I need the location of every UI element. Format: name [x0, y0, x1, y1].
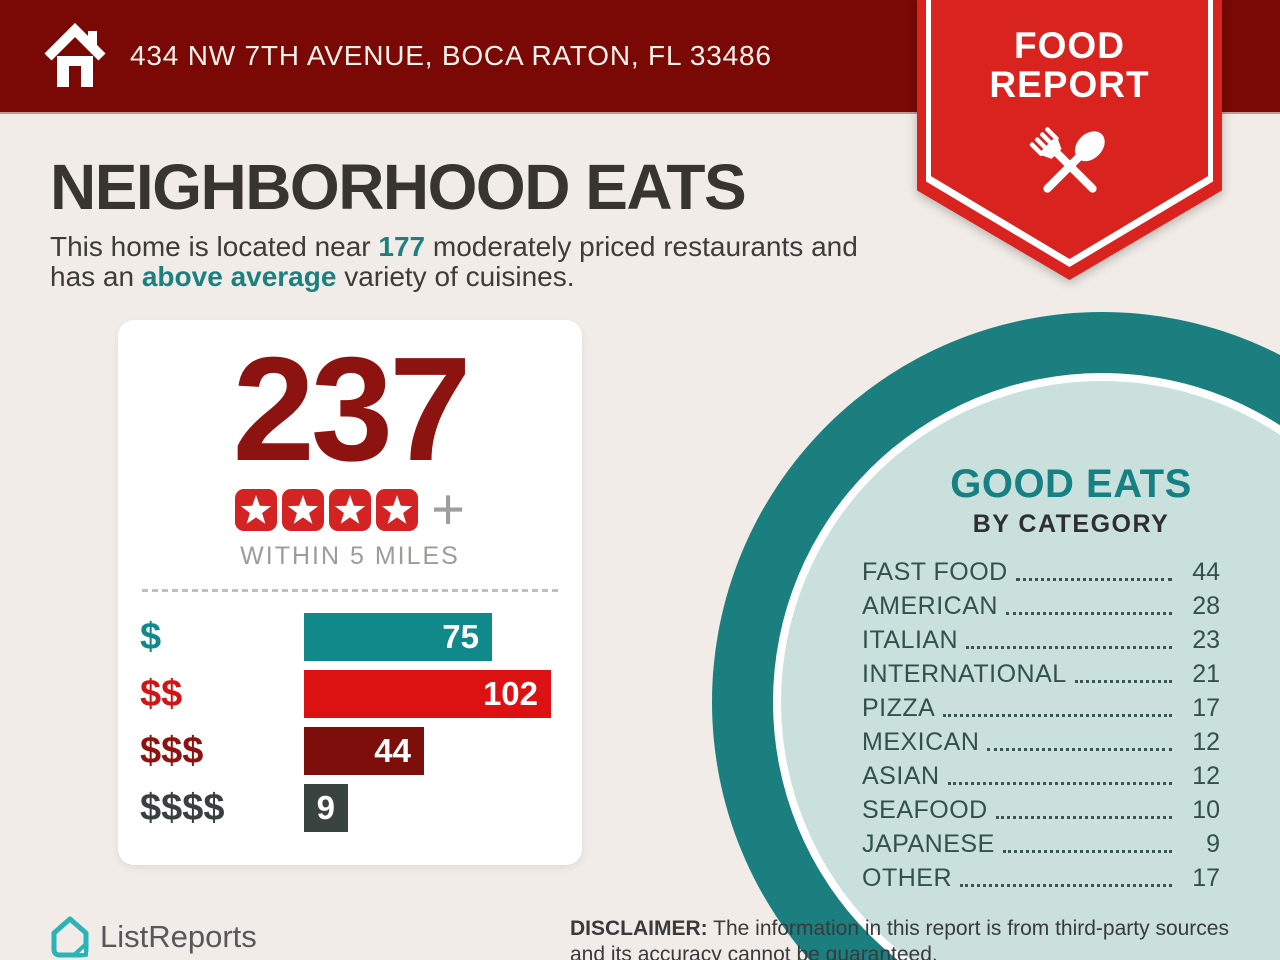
price-level-bar: 44: [304, 727, 424, 775]
category-row: FAST FOOD 44: [862, 553, 1220, 587]
disclaimer: DISCLAIMER: The information in this repo…: [570, 916, 1230, 960]
plus-sign: +: [431, 477, 465, 542]
category-row: OTHER 17: [862, 859, 1220, 893]
intro-part1: This home is located near: [50, 231, 379, 262]
property-address: 434 NW 7TH AVENUE, BOCA RATON, FL 33486: [130, 40, 772, 71]
category-label: PIZZA: [862, 694, 936, 722]
category-value: 23: [1192, 626, 1220, 654]
dotted-leader: [1015, 578, 1172, 581]
category-value: 28: [1192, 592, 1220, 620]
category-value: 17: [1192, 694, 1220, 722]
dotted-leader: [947, 782, 1172, 785]
intro-part3: variety of cuisines.: [336, 261, 575, 292]
category-label: ITALIAN: [862, 626, 959, 654]
ribbon-title-line1: FOOD: [1014, 25, 1125, 66]
food-report-ribbon: FOOD REPORT: [917, 0, 1222, 280]
price-level-label: $$: [140, 672, 183, 715]
price-level-label: $$$$: [140, 786, 225, 829]
category-row: JAPANESE 9: [862, 825, 1220, 859]
category-label: INTERNATIONAL: [862, 660, 1067, 688]
dotted-leader: [1074, 680, 1172, 683]
restaurant-count: 237: [232, 327, 472, 492]
category-row: PIZZA 17: [862, 689, 1220, 723]
price-level-bar: 75: [304, 613, 492, 661]
listreports-wordmark: ListReports: [100, 919, 257, 954]
category-value: 10: [1192, 796, 1220, 824]
category-value: 12: [1192, 762, 1220, 790]
category-row: ITALIAN 23: [862, 621, 1220, 655]
ribbon-title: FOOD REPORT: [917, 26, 1222, 104]
star-icon: [282, 489, 325, 531]
page-title: NEIGHBORHOOD EATS: [50, 151, 747, 223]
category-value: 21: [1192, 660, 1220, 688]
category-label: ASIAN: [862, 762, 940, 790]
disclaimer-text: The information in this report is from t…: [570, 917, 1229, 960]
category-label: MEXICAN: [862, 728, 980, 756]
category-label: JAPANESE: [862, 830, 995, 858]
category-row: AMERICAN 28: [862, 587, 1220, 621]
ribbon-title-line2: REPORT: [989, 64, 1150, 105]
category-label: FAST FOOD: [862, 558, 1008, 586]
price-level-value: 75: [442, 618, 479, 655]
dotted-leader: [943, 714, 1172, 717]
category-value: 17: [1192, 864, 1220, 892]
intro-text: This home is located near 177 moderately…: [50, 232, 900, 292]
good-eats-title: GOOD EATS: [950, 462, 1192, 506]
radius-caption: WITHIN 5 MILES: [240, 542, 460, 570]
good-eats-subtitle: BY CATEGORY: [972, 510, 1170, 538]
star-icon: [235, 489, 278, 531]
category-list: FAST FOOD 44 AMERICAN 28 ITALIAN 23 INTERNATIO…: [862, 553, 1220, 893]
dotted-leader: [1005, 612, 1172, 615]
category-value: 12: [1192, 728, 1220, 756]
dashed-divider: [142, 589, 558, 592]
price-level-bar: 102: [304, 670, 551, 718]
star-icon: [329, 489, 372, 531]
category-value: 9: [1206, 830, 1220, 858]
price-level-value: 102: [482, 675, 538, 712]
price-level-label: $$$: [140, 729, 204, 772]
dotted-leader: [987, 748, 1172, 751]
price-bar-row: $75: [118, 613, 582, 661]
price-level-bar: 9: [304, 784, 348, 832]
category-row: ASIAN 12: [862, 757, 1220, 791]
disclaimer-label: DISCLAIMER:: [570, 917, 708, 940]
listreports-logo: ListReports: [50, 915, 257, 959]
dotted-leader: [1002, 850, 1172, 853]
star-icon: [376, 489, 419, 531]
dotted-leader: [966, 646, 1172, 649]
listreports-house-icon: [51, 916, 89, 958]
price-level-label: $: [140, 615, 162, 658]
category-label: AMERICAN: [862, 592, 998, 620]
good-eats-heading: GOOD EATS BY CATEGORY: [881, 462, 1261, 539]
ribbon-content: FOOD REPORT: [917, 0, 1222, 280]
price-level-bar-chart: $75 $$ 102 $$$ 44 $$$$ 9: [118, 613, 582, 832]
intro-part2: moderately priced restaurants and has an: [50, 231, 858, 292]
spoon-fork-icon: [1029, 127, 1105, 193]
category-row: INTERNATIONAL 21: [862, 655, 1220, 689]
price-level-value: 44: [374, 732, 411, 769]
category-label: OTHER: [862, 864, 952, 892]
star-icons: [235, 489, 419, 531]
price-bar-row: $$$$ 9: [118, 784, 582, 832]
restaurant-count-card: 237 + WITHIN 5 MILES $75 $$ 102 $$$ 44 $$$$ 9: [118, 320, 582, 865]
price-bar-row: $$$ 44: [118, 727, 582, 775]
category-row: MEXICAN 12: [862, 723, 1220, 757]
star-rating: +: [118, 477, 582, 542]
intro-count-highlight: 177: [378, 231, 426, 262]
category-value: 44: [1192, 558, 1220, 586]
dotted-leader: [960, 884, 1172, 887]
good-eats-circle: [712, 312, 1280, 960]
home-icon: [44, 23, 106, 87]
price-level-value: 9: [316, 789, 335, 826]
price-bar-row: $$ 102: [118, 670, 582, 718]
category-label: SEAFOOD: [862, 796, 988, 824]
dotted-leader: [995, 816, 1172, 819]
intro-variety-highlight: above average: [141, 261, 337, 292]
category-row: SEAFOOD 10: [862, 791, 1220, 825]
